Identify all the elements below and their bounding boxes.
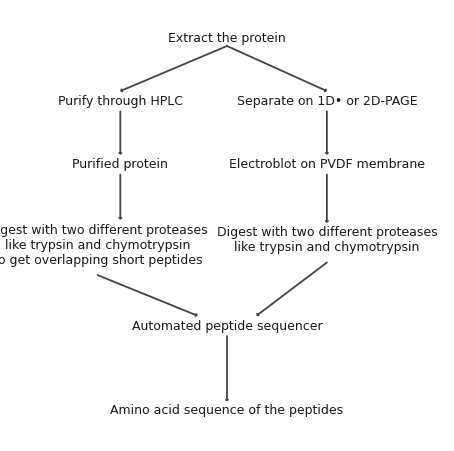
Text: Electroblot on PVDF membrane: Electroblot on PVDF membrane	[229, 158, 425, 171]
Text: Separate on 1D• or 2D-PAGE: Separate on 1D• or 2D-PAGE	[237, 95, 417, 108]
Text: Amino acid sequence of the peptides: Amino acid sequence of the peptides	[110, 404, 344, 417]
Text: Purify through HPLC: Purify through HPLC	[58, 95, 183, 108]
Text: Extract the protein: Extract the protein	[168, 32, 286, 45]
Text: Digest with two different proteases
like trypsin and chymotrypsin
to get overlap: Digest with two different proteases like…	[0, 224, 208, 267]
Text: Digest with two different proteases
like trypsin and chymotrypsin: Digest with two different proteases like…	[217, 226, 437, 254]
Text: Automated peptide sequencer: Automated peptide sequencer	[132, 321, 322, 333]
Text: Purified protein: Purified protein	[72, 158, 168, 171]
